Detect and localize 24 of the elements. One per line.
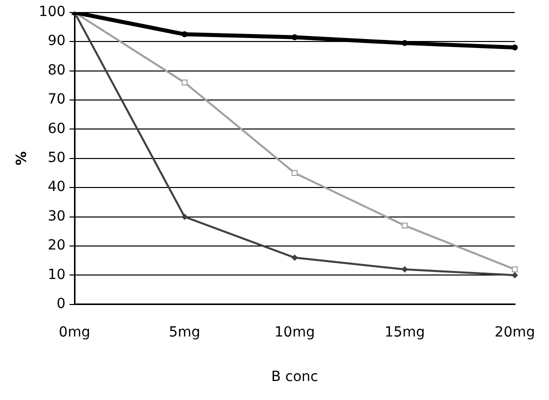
point	[182, 80, 188, 86]
point	[292, 170, 298, 176]
y-tick-label: 60	[48, 120, 66, 137]
y-tick-label: 40	[48, 179, 66, 196]
y-tick-label: 80	[48, 62, 66, 78]
y-tick-label: 30	[48, 208, 66, 224]
y-tick-label: 20	[48, 238, 66, 254]
point	[402, 222, 408, 229]
y-tick-label: 0	[56, 296, 66, 312]
x-axis-title: B conc	[271, 369, 318, 386]
x-tick-label: 5mg	[168, 324, 200, 340]
y-tick-label: 10	[48, 266, 66, 283]
point	[182, 214, 188, 220]
x-tick-label: 20mg	[494, 324, 535, 340]
point	[292, 254, 298, 261]
y-tick-label: 100	[38, 4, 66, 20]
point	[512, 266, 518, 272]
y-tick-label: 70	[48, 92, 66, 108]
x-tick-label: 10mg	[274, 324, 315, 340]
y-tick-label: 90	[48, 33, 66, 50]
x-tick-label: 15mg	[384, 324, 425, 340]
y-tick-label: 50	[48, 150, 66, 166]
x-tick-label: 0mg	[58, 324, 90, 340]
y-axis-title: %	[14, 151, 30, 166]
